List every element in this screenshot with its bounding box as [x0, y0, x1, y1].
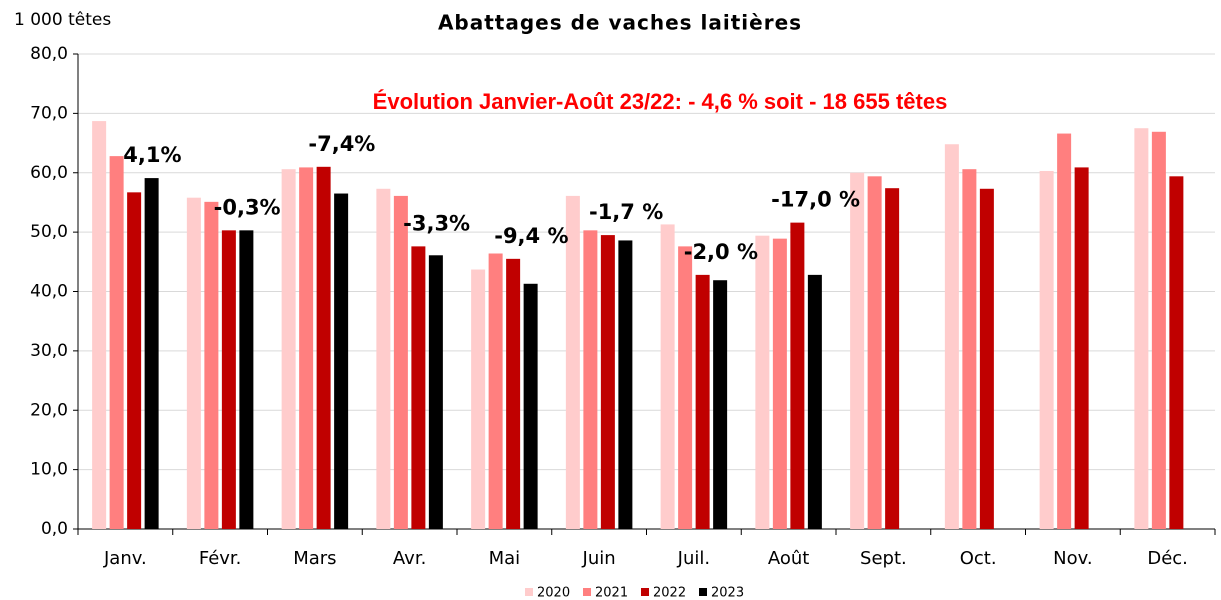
bar — [660, 224, 675, 529]
bar — [807, 274, 822, 529]
bar — [523, 283, 538, 529]
legend-swatch — [525, 588, 533, 596]
y-tick-label: 80,0 — [30, 44, 68, 64]
bar — [1039, 170, 1054, 529]
bar — [334, 193, 349, 529]
y-tick-label: 40,0 — [30, 282, 68, 302]
bar — [506, 258, 521, 529]
bar — [376, 188, 391, 529]
legend-swatch — [641, 588, 649, 596]
legend-label: 2023 — [711, 586, 744, 600]
bar — [695, 274, 710, 529]
bar — [239, 230, 254, 529]
bar — [471, 269, 486, 529]
bar — [979, 188, 994, 529]
y-tick-label: 60,0 — [30, 163, 68, 183]
bar — [281, 169, 296, 529]
x-tick-label: Sept. — [860, 548, 907, 569]
bar — [1074, 167, 1089, 529]
bar — [1057, 133, 1072, 529]
change-label: 4,1% — [123, 143, 181, 167]
bar — [713, 280, 728, 529]
x-tick-label: Juil. — [677, 548, 710, 569]
bar — [600, 235, 615, 529]
change-label: -17,0 % — [771, 188, 860, 212]
y-tick-label: 70,0 — [30, 103, 68, 123]
change-label: -2,0 % — [684, 240, 758, 264]
bar — [678, 246, 693, 529]
x-tick-label: Janv. — [103, 548, 147, 569]
y-tick-label: 50,0 — [30, 222, 68, 242]
y-tick-label: 30,0 — [30, 341, 68, 361]
bar — [204, 201, 219, 529]
x-tick-label: Févr. — [199, 548, 242, 569]
bar — [867, 176, 882, 529]
y-tick-label: 0,0 — [41, 519, 68, 539]
bar — [944, 144, 959, 529]
y-tick-label: 10,0 — [30, 460, 68, 480]
change-label: -3,3% — [403, 211, 470, 235]
bar — [1151, 131, 1166, 529]
bar — [92, 121, 107, 529]
bar — [565, 195, 580, 529]
bar — [127, 192, 142, 529]
x-tick-label: Déc. — [1147, 548, 1188, 569]
bar — [1134, 128, 1149, 529]
bar — [755, 235, 770, 529]
bar — [299, 167, 314, 529]
x-tick-label: Avr. — [393, 548, 426, 569]
change-label: -0,3% — [214, 195, 281, 219]
legend-label: 2021 — [595, 586, 628, 600]
legend-swatch — [583, 588, 591, 596]
bar — [618, 240, 633, 529]
legend-swatch — [699, 588, 707, 596]
x-tick-label: Juin — [582, 548, 616, 569]
bar — [186, 197, 201, 529]
bar — [1169, 176, 1184, 529]
y-axis-label: 1 000 têtes — [14, 10, 111, 30]
x-tick-label: Nov. — [1053, 548, 1092, 569]
change-label: -9,4 % — [494, 224, 568, 248]
y-tick-label: 20,0 — [30, 400, 68, 420]
legend-label: 2022 — [653, 586, 686, 600]
bar — [411, 246, 426, 529]
annotation: Évolution Janvier-Août 23/22: - 4,6 % so… — [373, 89, 948, 114]
bar — [885, 188, 900, 529]
bar — [962, 169, 977, 529]
bar — [109, 156, 124, 529]
x-tick-label: Oct. — [960, 548, 997, 569]
x-tick-label: Mars — [293, 548, 336, 569]
chart-title: Abattages de vaches laitières — [438, 11, 802, 35]
change-label: -7,4% — [308, 132, 375, 156]
bar — [316, 166, 331, 529]
legend-label: 2020 — [537, 586, 570, 600]
bar — [428, 255, 443, 529]
x-tick-label: Mai — [489, 548, 521, 569]
change-label: -1,7 % — [589, 200, 663, 224]
bar — [393, 195, 408, 529]
bar — [790, 222, 805, 529]
bar — [144, 178, 159, 529]
bar — [583, 230, 598, 529]
bar — [221, 230, 236, 529]
bar — [850, 172, 865, 529]
bar — [488, 253, 503, 529]
x-tick-label: Août — [768, 548, 809, 569]
bar — [772, 238, 787, 529]
